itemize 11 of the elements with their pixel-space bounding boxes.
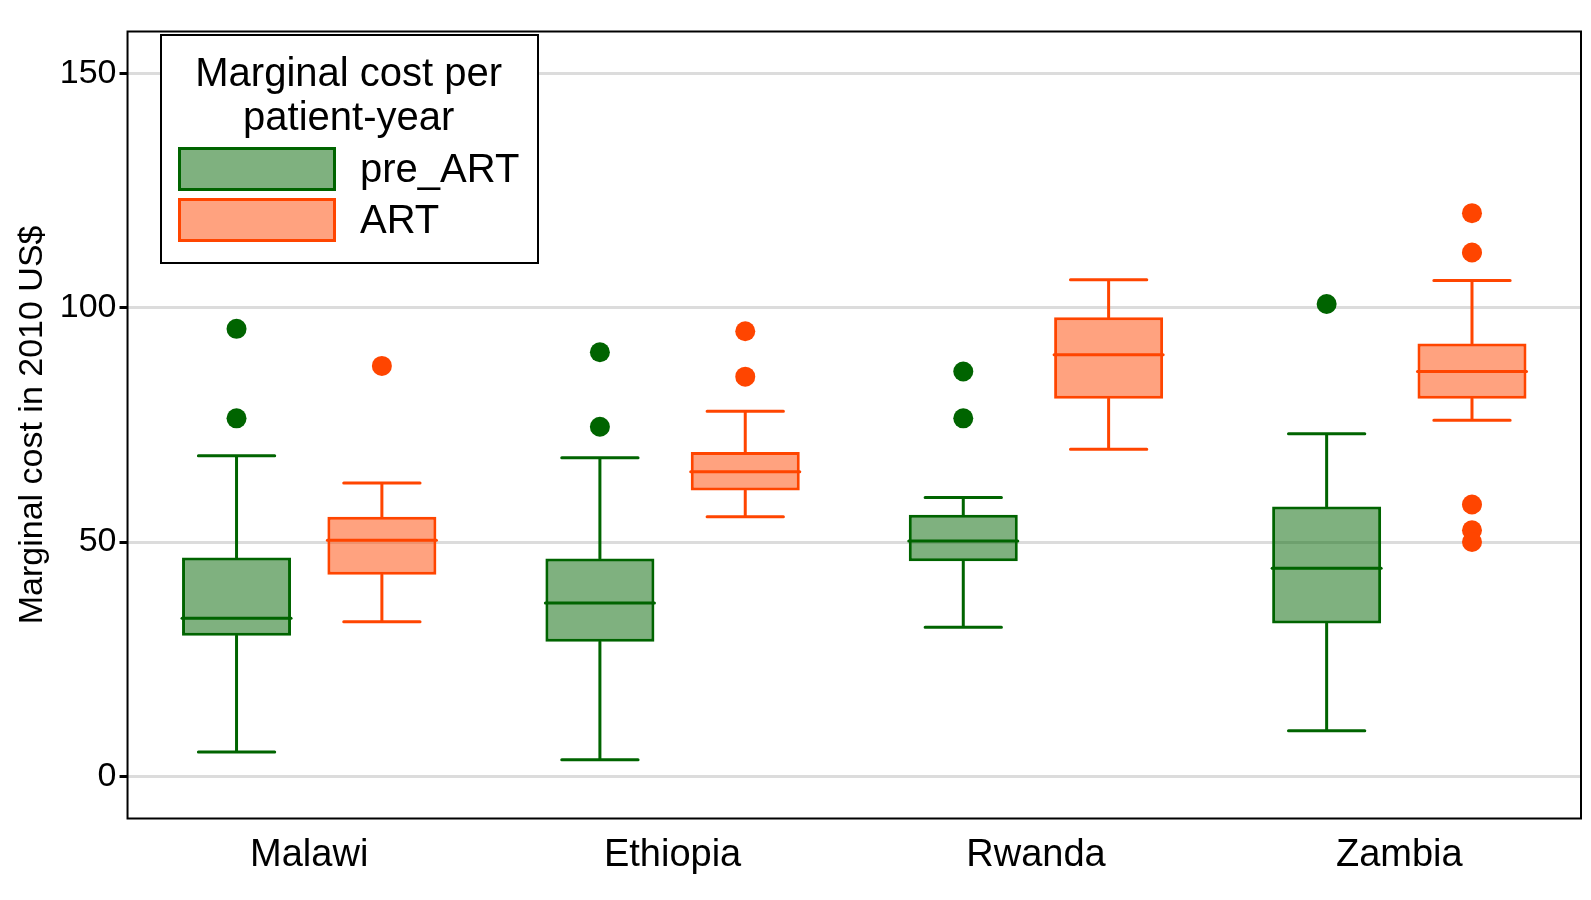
y-tick-label: 150 (59, 51, 117, 90)
legend-label: pre_ART (360, 146, 520, 191)
y-tick-label: 100 (59, 286, 117, 325)
x-tick-label: Ethiopia (603, 831, 743, 874)
y-tick-label: 50 (78, 520, 117, 559)
legend-label: ART (360, 197, 440, 242)
y-axis-title: Marginal cost in 2010 US$ (10, 225, 49, 625)
x-tick-label: Zambia (1335, 831, 1464, 874)
y-tick-label: 0 (97, 754, 117, 793)
x-tick-label: Rwanda (966, 831, 1107, 874)
x-tick-label: Malawi (250, 831, 369, 874)
